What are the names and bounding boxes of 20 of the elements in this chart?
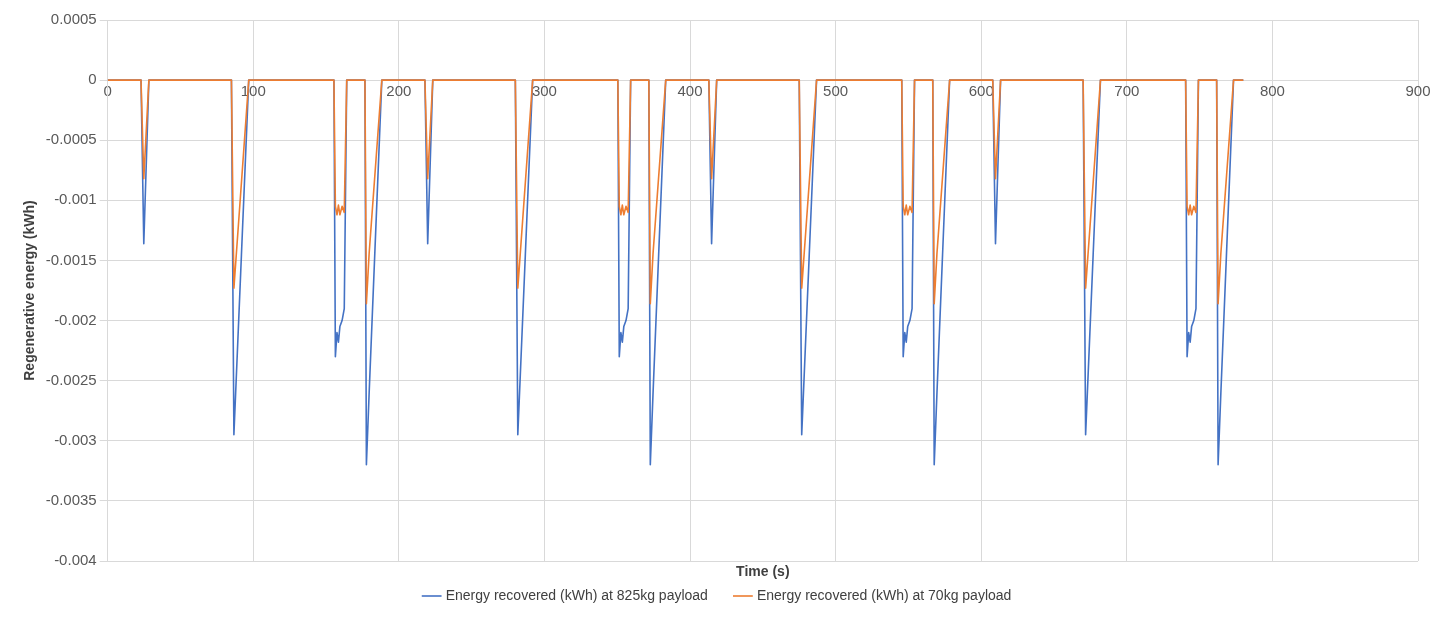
y-tick-label: 0 xyxy=(88,70,97,88)
x-tick-label: 500 xyxy=(823,82,849,100)
x-tick-label: 200 xyxy=(386,82,412,100)
x-tick-label: 800 xyxy=(1259,82,1285,100)
y-axis-title: Regenerative energy (kWh) xyxy=(21,200,38,381)
legend-label: Energy recovered (kWh) at 825kg payload xyxy=(445,586,708,603)
x-tick-label: 700 xyxy=(1114,82,1140,100)
x-axis-title: Time (s) xyxy=(736,562,790,579)
y-tick-label: -0.003 xyxy=(54,430,97,448)
y-tick-label: -0.004 xyxy=(54,551,97,569)
legend-label: Energy recovered (kWh) at 70kg payload xyxy=(756,586,1012,603)
y-tick-label: -0.002 xyxy=(54,310,97,328)
y-tick-label: -0.0025 xyxy=(45,370,97,388)
y-tick-label: -0.0035 xyxy=(45,491,97,509)
y-tick-label: -0.0005 xyxy=(45,130,97,148)
x-tick-label: 900 xyxy=(1405,82,1431,100)
x-tick-label: 400 xyxy=(677,82,703,100)
y-tick-label: -0.0015 xyxy=(45,250,97,268)
y-tick-label: -0.001 xyxy=(54,190,97,208)
y-tick-label: 0.0005 xyxy=(50,10,97,28)
